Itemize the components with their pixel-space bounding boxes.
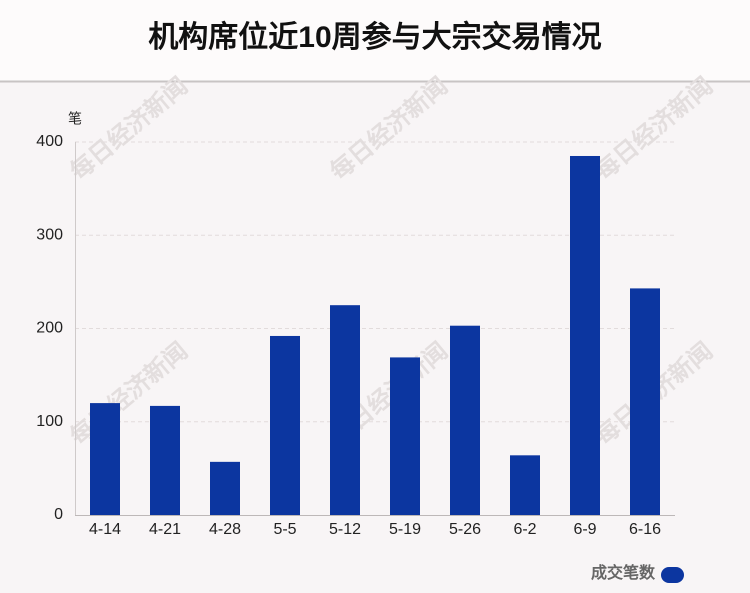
x-tick-label: 6-9 <box>573 521 596 538</box>
bar <box>210 461 240 515</box>
bar <box>570 155 600 516</box>
x-tick-label: 5-5 <box>273 521 296 538</box>
bar <box>150 405 180 515</box>
y-unit: 笔 <box>68 111 82 127</box>
bar <box>390 357 420 515</box>
y-tick-label: 400 <box>36 133 63 150</box>
legend-label: 成交笔数 <box>591 563 656 582</box>
bar <box>270 335 300 515</box>
legend-swatch <box>661 567 684 583</box>
x-tick-label: 4-28 <box>209 521 241 538</box>
x-tick-label: 6-2 <box>513 521 536 538</box>
x-tick-label: 5-19 <box>389 521 421 538</box>
title-band <box>0 0 750 81</box>
watermark: 每日经济新闻 <box>325 72 453 186</box>
y-tick-label: 0 <box>54 506 63 523</box>
x-tick-label: 5-26 <box>449 521 481 538</box>
y-tick-label: 100 <box>36 413 63 430</box>
y-tick-label: 200 <box>36 320 63 337</box>
bar <box>90 403 120 515</box>
bar <box>450 325 480 515</box>
chart-title: 机构席位近10周参与大宗交易情况 <box>148 20 601 54</box>
bar <box>630 288 660 515</box>
x-tick-label: 4-14 <box>89 521 121 538</box>
watermark: 每日经济新闻 <box>590 72 718 186</box>
x-tick-label: 4-21 <box>149 521 181 538</box>
y-tick-label: 300 <box>36 226 63 243</box>
watermark: 每日经济新闻 <box>65 72 193 186</box>
x-tick-label: 6-16 <box>629 521 661 538</box>
bar <box>510 455 540 515</box>
bar <box>330 305 360 515</box>
x-tick-label: 5-12 <box>329 521 361 538</box>
